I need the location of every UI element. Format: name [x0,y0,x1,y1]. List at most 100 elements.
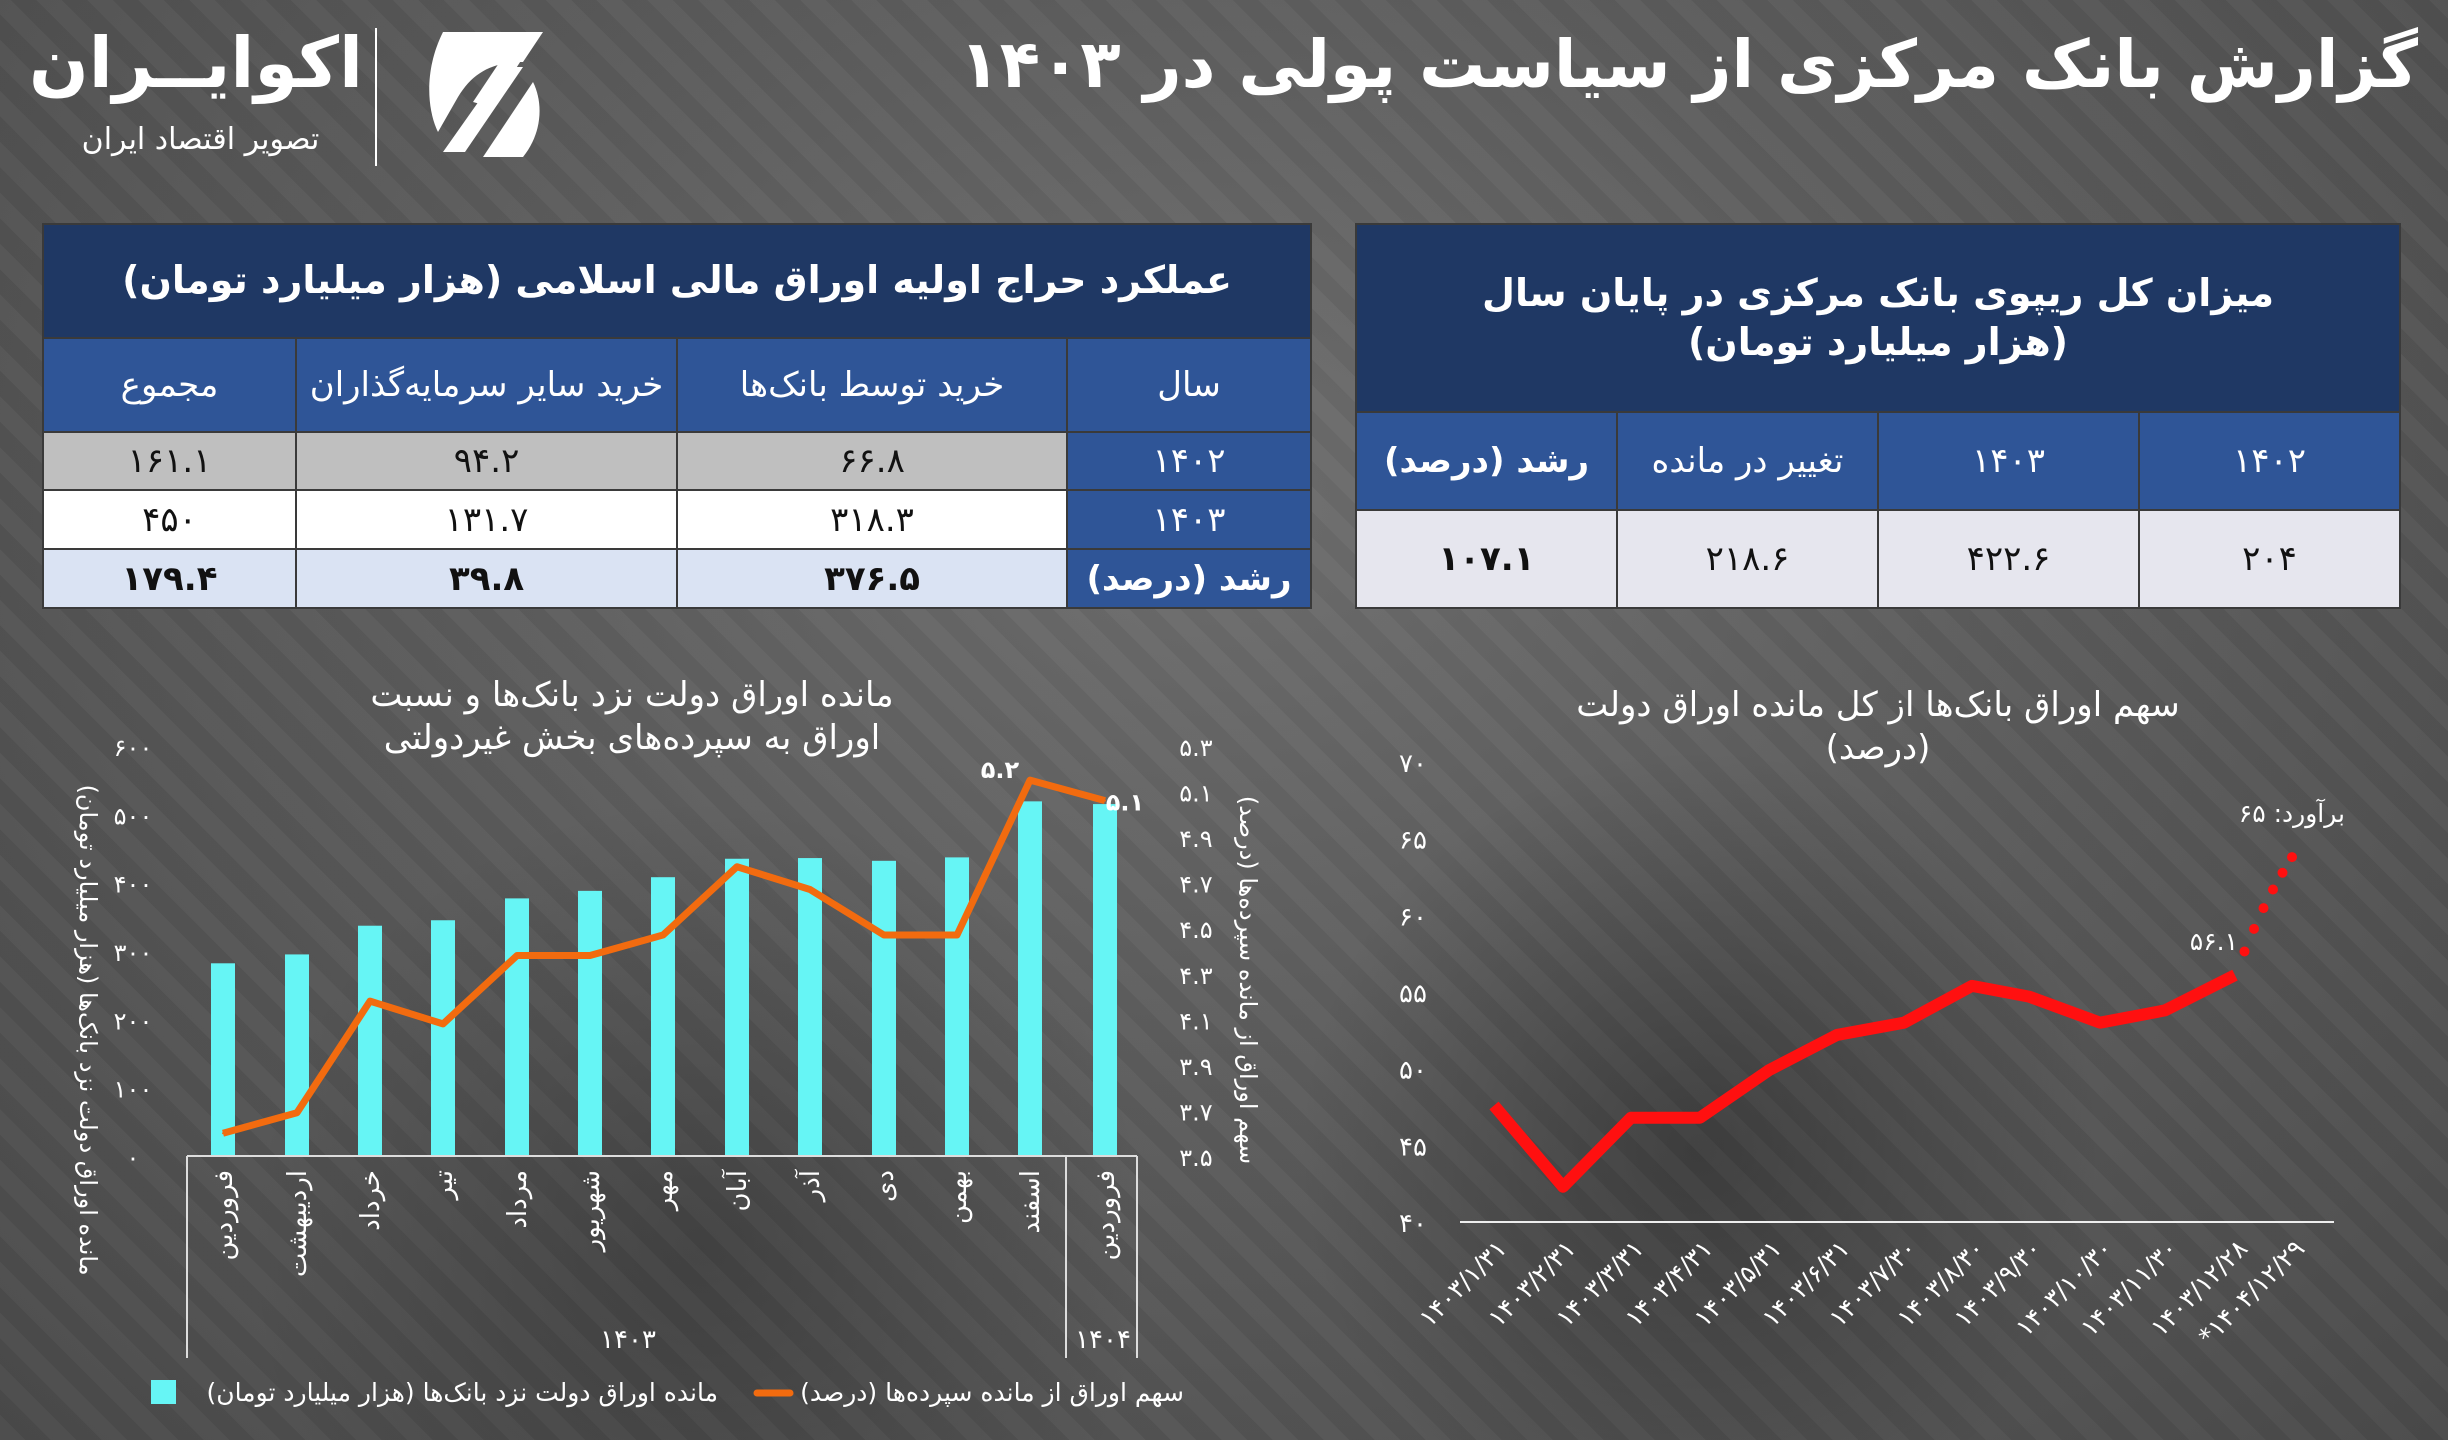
line-point [956,934,958,937]
data-label: ۵.۱ [1106,789,1144,817]
chart-title: (درصد) [1826,728,1931,768]
header-others: خرید سایر سرمایه‌گذاران [295,337,679,433]
cell: ۴۲۲.۶ [1877,509,2141,609]
y-tick-label: ۴۵ [1399,1132,1427,1162]
chart-title: مانده اوراق دولت نزد بانک‌ها و نسبت [370,675,893,715]
line-point [662,934,664,937]
y2-tick-label: ۵.۱ [1179,780,1212,808]
table-row: رشد (درصد) ۳۷۶.۵ ۳۹.۸ ۱۷۹.۴ [41,548,1313,609]
logo-name: اکوایــران [28,22,363,104]
year-group-label: ۱۴۰۴ [1075,1325,1131,1355]
cell: ۹۴.۲ [295,431,679,491]
y2-tick-label: ۳.۹ [1179,1053,1212,1081]
bar [1018,801,1042,1156]
line-point [516,954,518,957]
y2-tick-label: ۳.۷ [1179,1098,1213,1126]
cell: ۳۹.۸ [295,548,679,609]
bar [651,877,675,1156]
auction-table-title: عملکرد حراج اولیه اوراق مالی اسلامی (هزا… [41,223,1313,339]
legend-bar-label: مانده اوراق دولت نزد بانک‌ها (هزار میلیا… [206,1378,718,1408]
header-1403: ۱۴۰۳ [1877,411,2141,511]
cell: ۱۳۱.۷ [295,489,679,550]
logo-divider [375,28,377,166]
y-tick-label: ۶۰ [1399,902,1427,932]
bar [358,925,382,1156]
cell: ۱۴۰۲ [1066,431,1313,491]
legend-line-label: سهم اوراق از مانده سپرده‌ها (درصد) [800,1378,1184,1408]
category-label: مرداد [503,1170,533,1229]
y2-tick-label: ۴.۳ [1179,962,1213,990]
data-label: ۵۶.۱ [2190,927,2238,956]
bank-share-chart: سهم اوراق بانک‌ها از کل مانده اوراق دولت… [1399,685,2345,1351]
bank-bonds-chart: مانده اوراق دولت نزد بانک‌ها و نسبتاوراق… [74,675,1262,1408]
table-header-row: ۱۴۰۲ ۱۴۰۳ تغییر در مانده رشد (درصد) [1354,411,2402,511]
y-tick-label: ۵۵ [1399,979,1427,1009]
cell: ۲۱۸.۶ [1616,509,1880,609]
header-growth: رشد (درصد) [1354,411,1619,511]
category-label: فروردین [209,1170,239,1261]
header-change: تغییر در مانده [1616,411,1880,511]
year-group-label: ۱۴۰۳ [600,1325,656,1355]
y-tick-label: ۴۰ [1399,1209,1427,1239]
logo: اکوایــران تصویر اقتصاد ایران [28,22,558,167]
repo-title-unit: (هزار میلیارد تومان) [1687,320,2069,364]
y2-tick-label: ۴.۵ [1179,916,1212,944]
y-tick-label: ۶۰۰ [114,734,153,762]
line-point [1029,779,1031,782]
y2-tick-label: ۴.۱ [1179,1007,1212,1035]
line-series [1489,969,2238,1193]
header-total: مجموع [41,337,298,433]
line-point [736,865,738,868]
bar [578,890,602,1156]
bar [431,920,455,1156]
repo-title-line: میزان کل ریپوی بانک مرکزی در پایان سال [1482,270,2275,315]
bar [505,898,529,1156]
forecast-label: برآورد: ۶۵ [2239,798,2345,829]
bar [945,857,969,1156]
bar [872,860,896,1156]
category-label: اردیبهشت [283,1170,313,1277]
repo-table-title: میزان کل ریپوی بانک مرکزی در پایان سال (… [1354,223,2402,413]
forecast-point [2287,852,2297,863]
category-label: فروردین [1091,1170,1121,1261]
line-point [883,934,885,937]
cell: ۳۷۶.۵ [676,548,1069,609]
y-tick-label: ۶۵ [1399,826,1427,856]
category-label: شهریور [576,1170,606,1253]
chart-title: سهم اوراق بانک‌ها از کل مانده اوراق دولت [1576,685,2179,725]
cell: ۲۰۴ [2138,509,2402,609]
header-banks: خرید توسط بانک‌ها [676,337,1069,433]
category-label: بهمن [943,1170,973,1224]
y-tick-label: ۲۰۰ [114,1007,153,1035]
auction-table: عملکرد حراج اولیه اوراق مالی اسلامی (هزا… [41,223,1313,609]
category-label: اسفند [1016,1170,1046,1234]
line-point [369,1000,371,1003]
table-row: ۱۴۰۲ ۶۶.۸ ۹۴.۲ ۱۶۱.۱ [41,431,1313,491]
forecast-point [2268,884,2278,895]
line-point [589,954,591,957]
line-point [222,1132,224,1135]
forecast-point [2249,923,2259,934]
y2-tick-label: ۴.۷ [1179,871,1213,899]
y2-tick-label: ۵.۳ [1179,734,1213,762]
y-tick-label: ۰ [127,1144,140,1172]
y2-tick-label: ۳.۵ [1179,1144,1212,1172]
cell: ۴۵۰ [41,489,298,550]
bar [285,954,309,1156]
line-point [809,888,811,891]
forecast-point [2277,867,2288,878]
table-row: ۲۰۴ ۴۲۲.۶ ۲۱۸.۶ ۱۰۷.۱ [1354,509,2402,609]
category-label: آبان [721,1168,753,1211]
cell: ۱۴۰۳ [1066,489,1313,550]
repo-table: میزان کل ریپوی بانک مرکزی در پایان سال (… [1354,223,2402,609]
y-tick-label: ۷۰ [1399,749,1427,779]
forecast-point [2239,946,2250,957]
y2-tick-label: ۴.۹ [1179,825,1212,853]
y-tick-label: ۴۰۰ [114,871,153,899]
bar [211,963,235,1156]
category-label: دی [870,1170,900,1202]
y-tick-label: ۵۰۰ [114,802,153,830]
forecast-point [2258,903,2269,914]
chart-title: اوراق به سپرده‌های بخش غیردولتی [384,718,880,758]
